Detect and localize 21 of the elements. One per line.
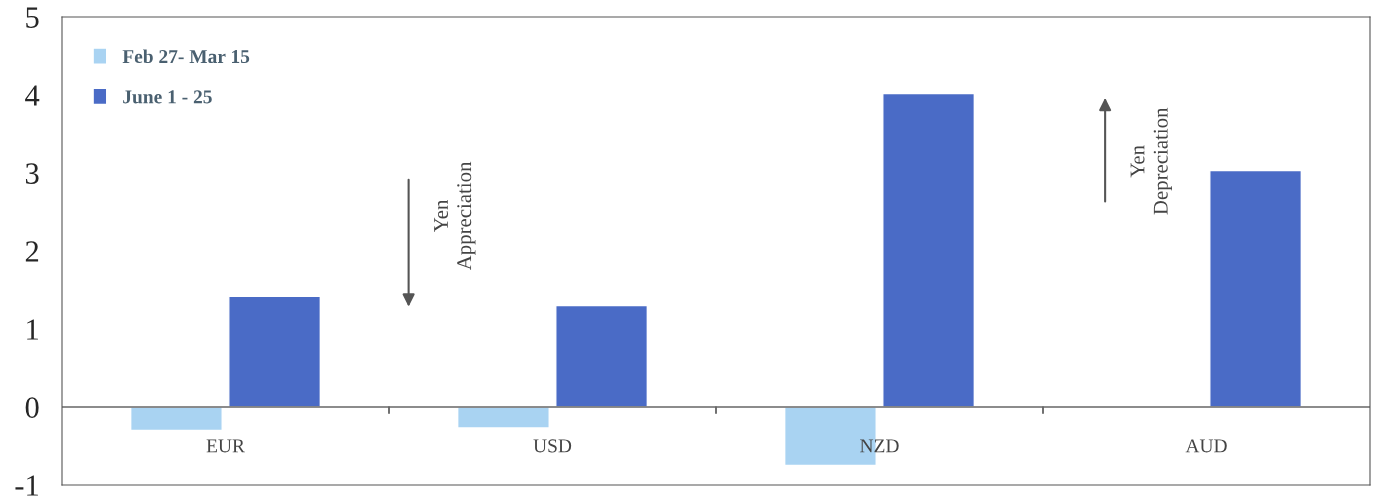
x-tick-label: NZD	[860, 439, 899, 453]
annotation: Yen Depreciation	[1130, 107, 1172, 215]
bar	[456, 406, 550, 429]
bar	[129, 406, 223, 432]
y-tick-label: 2	[25, 241, 39, 262]
legend-label: June 1 - 25	[123, 90, 212, 104]
bar	[1209, 169, 1303, 408]
bar	[555, 304, 649, 408]
bar	[882, 92, 976, 408]
y-tick-label: -1	[15, 475, 38, 496]
annotation: Yen Appreciation	[434, 161, 476, 271]
y-tick-label: 1	[27, 319, 38, 340]
y-tick-label: 0	[25, 397, 39, 418]
x-tick-label: USD	[533, 439, 572, 453]
x-tick-label: AUD	[1185, 439, 1227, 453]
y-tick-label: 5	[26, 7, 39, 28]
y-tick-label: 3	[25, 163, 39, 184]
legend-label: Feb 27- Mar 15	[122, 49, 250, 64]
y-tick-label: 4	[25, 85, 40, 106]
x-tick-label: EUR	[206, 439, 245, 453]
bar	[228, 295, 322, 408]
